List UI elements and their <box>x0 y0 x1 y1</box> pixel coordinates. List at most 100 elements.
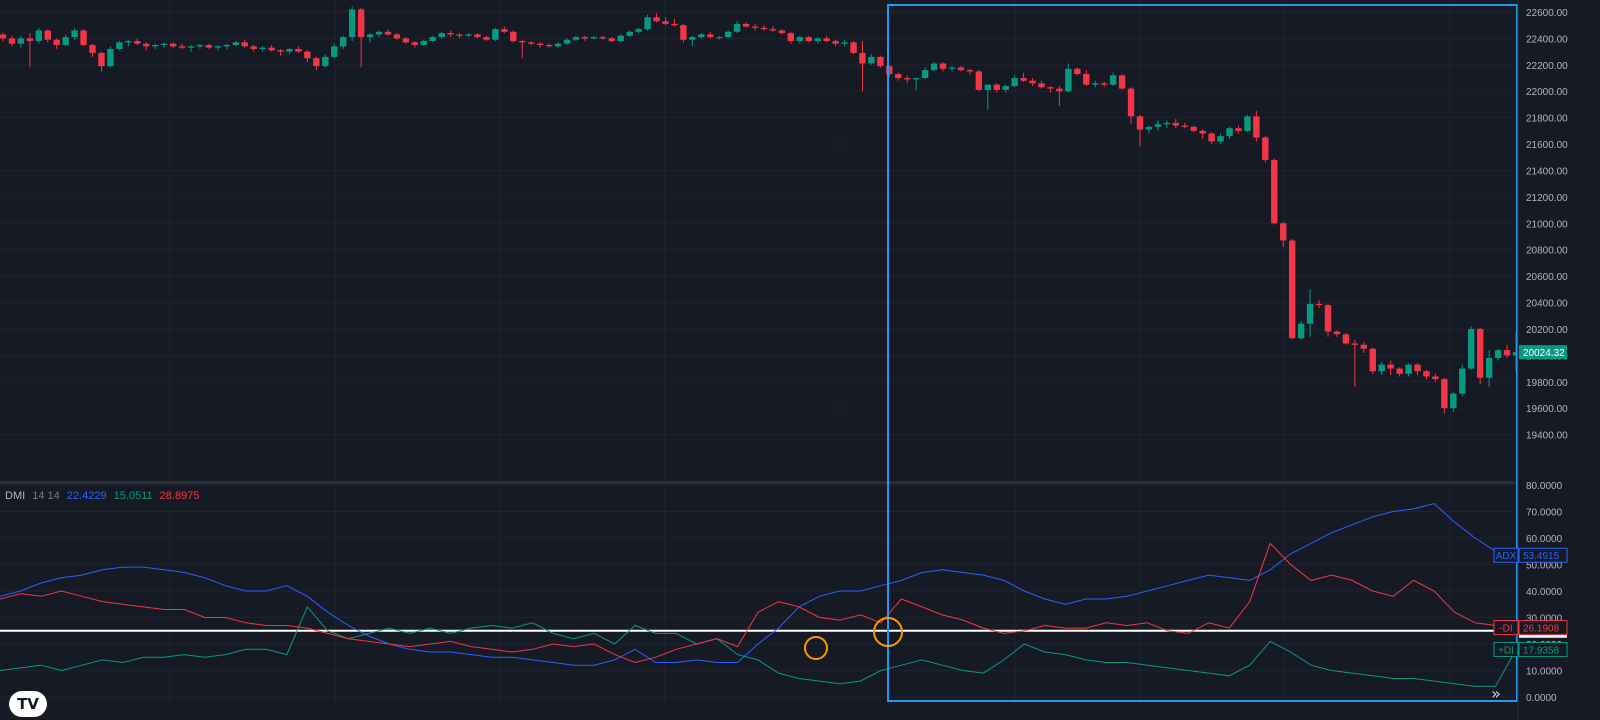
candle-body[interactable] <box>8 38 16 44</box>
candle-body[interactable] <box>778 30 786 34</box>
candle-body[interactable] <box>984 84 991 90</box>
candle-body[interactable] <box>1271 159 1278 224</box>
candle-body[interactable] <box>1100 83 1108 85</box>
candle-body[interactable] <box>393 34 401 39</box>
dmi-series-line-di[interactable] <box>0 605 1517 687</box>
candle-body[interactable] <box>125 41 132 43</box>
candle-body[interactable] <box>1468 328 1475 369</box>
candle-body[interactable] <box>912 78 920 80</box>
candle-body[interactable] <box>474 34 481 38</box>
candle-body[interactable] <box>939 63 947 69</box>
candle-body[interactable] <box>814 38 821 42</box>
candle-body[interactable] <box>850 42 857 53</box>
candle-body[interactable] <box>384 31 392 35</box>
candle-body[interactable] <box>232 42 239 46</box>
candle-body[interactable] <box>1360 344 1368 349</box>
candle-body[interactable] <box>160 43 168 46</box>
candle-body[interactable] <box>671 23 678 26</box>
candle-body[interactable] <box>1065 68 1072 92</box>
candle-body[interactable] <box>1136 116 1144 130</box>
candle-body[interactable] <box>62 37 69 46</box>
candle-body[interactable] <box>1342 334 1350 344</box>
candle-body[interactable] <box>993 84 1000 90</box>
candle-body[interactable] <box>169 43 177 47</box>
candle-body[interactable] <box>241 42 248 47</box>
candle-body[interactable] <box>151 45 159 47</box>
candle-body[interactable] <box>1029 80 1036 84</box>
candle-body[interactable] <box>89 45 96 53</box>
candle-body[interactable] <box>1441 379 1448 409</box>
candle-body[interactable] <box>707 34 714 38</box>
candle-body[interactable] <box>742 23 750 27</box>
candle-body[interactable] <box>554 43 562 47</box>
candle-body[interactable] <box>581 37 589 39</box>
candle-body[interactable] <box>1503 350 1511 356</box>
candle-body[interactable] <box>35 30 43 42</box>
candle-body[interactable] <box>733 23 741 32</box>
candle-body[interactable] <box>1253 116 1260 138</box>
candle-body[interactable] <box>805 37 812 42</box>
candle-body[interactable] <box>1226 128 1233 137</box>
candle-body[interactable] <box>599 37 607 39</box>
candle-body[interactable] <box>760 27 768 30</box>
candle-body[interactable] <box>877 56 884 67</box>
candle-body[interactable] <box>689 37 696 40</box>
candle-body[interactable] <box>1369 348 1376 372</box>
candle-body[interactable] <box>143 43 150 47</box>
dmi-legend[interactable]: DMI 14 14 22.4229 15.0511 28.8975 <box>5 490 203 502</box>
candle-body[interactable] <box>966 70 974 72</box>
candle-body[interactable] <box>528 42 535 44</box>
candle-body[interactable] <box>1351 343 1359 345</box>
candle-body[interactable] <box>178 46 186 48</box>
candle-body[interactable] <box>116 42 123 49</box>
candle-body[interactable] <box>366 34 374 38</box>
candle-body[interactable] <box>1450 393 1457 409</box>
candle-body[interactable] <box>0 34 7 39</box>
candle-body[interactable] <box>331 46 338 57</box>
dmi-series-line-adx[interactable] <box>0 503 1517 666</box>
candle-body[interactable] <box>617 35 624 42</box>
candle-body[interactable] <box>1485 357 1493 378</box>
candle-body[interactable] <box>322 56 329 67</box>
candle-body[interactable] <box>420 41 427 46</box>
candle-body[interactable] <box>268 47 275 51</box>
candle-body[interactable] <box>1118 75 1126 89</box>
candle-body[interactable] <box>357 9 365 38</box>
candle-body[interactable] <box>519 41 526 43</box>
candle-body[interactable] <box>608 38 615 42</box>
candle-body[interactable] <box>975 71 983 90</box>
candle-body[interactable] <box>1315 303 1323 306</box>
candle-body[interactable] <box>1092 83 1099 85</box>
candle-body[interactable] <box>868 56 875 64</box>
candle-body[interactable] <box>1074 68 1081 75</box>
tradingview-logo[interactable]: TV <box>9 691 47 717</box>
candle-body[interactable] <box>1288 240 1296 339</box>
candle-body[interactable] <box>796 37 803 42</box>
candle-body[interactable] <box>456 34 463 36</box>
candle-body[interactable] <box>340 37 347 47</box>
candle-body[interactable] <box>859 52 866 64</box>
candle-body[interactable] <box>223 45 231 47</box>
candle-body[interactable] <box>286 48 293 52</box>
candle-body[interactable] <box>313 58 320 67</box>
candle-body[interactable] <box>1056 88 1063 92</box>
candle-body[interactable] <box>375 31 383 35</box>
candle-body[interactable] <box>98 52 105 67</box>
candle-body[interactable] <box>1405 364 1412 374</box>
candle-body[interactable] <box>1476 328 1484 378</box>
candle-body[interactable] <box>17 38 25 44</box>
candle-body[interactable] <box>1387 364 1394 369</box>
candle-body[interactable] <box>886 66 893 75</box>
candle-body[interactable] <box>1163 122 1171 125</box>
candle-body[interactable] <box>277 50 284 52</box>
candle-body[interactable] <box>447 33 454 35</box>
candle-body[interactable] <box>1145 126 1153 130</box>
candle-body[interactable] <box>1396 368 1403 374</box>
candle-body[interactable] <box>1333 331 1341 335</box>
candle-body[interactable] <box>429 37 436 42</box>
candle-body[interactable] <box>1244 116 1251 131</box>
candle-body[interactable] <box>438 33 445 38</box>
candle-body[interactable] <box>563 39 571 44</box>
candle-body[interactable] <box>1181 125 1188 127</box>
candle-body[interactable] <box>895 74 902 79</box>
